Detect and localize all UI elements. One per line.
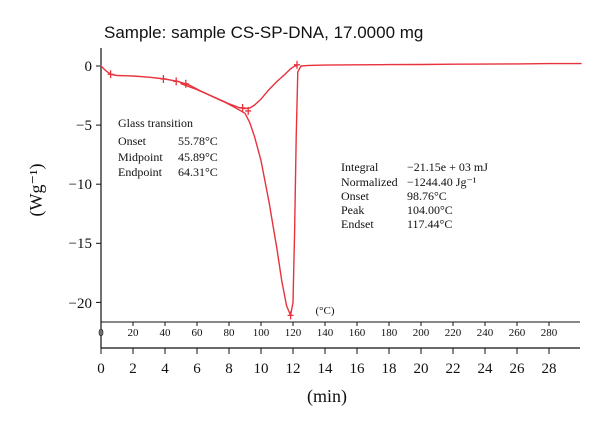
temp-tick-label: 120 xyxy=(285,327,302,339)
temp-tick-label: 160 xyxy=(349,327,366,339)
temperature-unit-label: (°C) xyxy=(315,305,334,317)
temp-tick-label: 80 xyxy=(224,327,236,339)
curve-marker xyxy=(182,79,189,88)
temp-tick-label: 260 xyxy=(509,327,526,339)
curve-marker xyxy=(294,60,300,69)
glass-onset-label: Onset xyxy=(118,134,147,148)
curve-marker xyxy=(245,106,252,115)
x-tick-label: 28 xyxy=(542,361,557,377)
normalized-label: Normalized xyxy=(341,175,398,189)
dsc-curve-2 xyxy=(180,65,297,110)
x-tick-label: 14 xyxy=(318,361,334,377)
curve-marker xyxy=(107,70,114,79)
y-tick-label: −10 xyxy=(69,177,92,193)
peak-info-annotation: Integral −21.15e + 03 mJ Normalized −124… xyxy=(341,160,488,231)
y-tick-label: −20 xyxy=(69,296,92,312)
temp-tick-label: 140 xyxy=(317,327,334,339)
glass-transition-heading: Glass transition xyxy=(118,116,193,130)
glass-endpoint-label: Endpoint xyxy=(118,165,163,179)
axis-ticks-layer xyxy=(96,65,550,354)
y-tick-label: 0 xyxy=(85,59,93,75)
endset-label: Endset xyxy=(341,217,374,231)
peak-onset-label: Onset xyxy=(341,189,370,203)
markers-layer xyxy=(107,60,300,320)
temp-tick-label: 100 xyxy=(253,327,270,339)
x-tick-label: 18 xyxy=(382,361,397,377)
glass-onset-value: 55.78°C xyxy=(178,134,218,148)
y-axis-label: (Wg⁻¹) xyxy=(26,164,47,217)
temp-tick-label: 220 xyxy=(445,327,462,339)
y-tick-label: −15 xyxy=(69,236,92,252)
x-axis-label: (min) xyxy=(307,386,347,407)
x-tick-label: 8 xyxy=(225,361,233,377)
y-tick-label: −5 xyxy=(76,118,92,134)
temp-tick-label: 240 xyxy=(477,327,494,339)
x-tick-label: 2 xyxy=(129,361,137,377)
x-tick-label: 16 xyxy=(350,361,366,377)
x-tick-label: 26 xyxy=(510,361,526,377)
peak-value: 104.00°C xyxy=(407,203,453,217)
peak-label: Peak xyxy=(341,203,364,217)
glass-midpoint-label: Midpoint xyxy=(118,150,163,164)
temp-tick-label: 200 xyxy=(413,327,430,339)
curve-marker xyxy=(160,75,167,84)
x-tick-label: 6 xyxy=(193,361,201,377)
x-tick-label: 0 xyxy=(97,361,105,377)
glass-endpoint-value: 64.31°C xyxy=(178,165,218,179)
integral-label: Integral xyxy=(341,160,379,174)
normalized-value: −1244.40 Jg⁻¹ xyxy=(407,175,477,189)
x-tick-label: 24 xyxy=(478,361,494,377)
peak-onset-value: 98.76°C xyxy=(407,189,447,203)
x-tick-label: 12 xyxy=(286,361,301,377)
curve-marker xyxy=(287,311,294,320)
temp-tick-label: 0 xyxy=(98,327,104,339)
x-tick-label: 4 xyxy=(161,361,169,377)
temp-tick-label: 180 xyxy=(381,327,398,339)
endset-value: 117.44°C xyxy=(407,217,452,231)
glass-transition-annotation: Glass transition Onset 55.78°C Midpoint … xyxy=(118,116,218,179)
temp-tick-label: 60 xyxy=(192,327,204,339)
curve-marker xyxy=(239,103,246,112)
x-tick-label: 22 xyxy=(446,361,461,377)
chart-title: Sample: sample CS-SP-DNA, 17.0000 mg xyxy=(104,23,423,42)
integral-value: −21.15e + 03 mJ xyxy=(407,160,488,174)
curve-marker xyxy=(173,77,180,86)
temp-tick-label: 20 xyxy=(128,327,140,339)
x-tick-label: 20 xyxy=(414,361,429,377)
temp-tick-label: 280 xyxy=(541,327,558,339)
glass-midpoint-value: 45.89°C xyxy=(178,150,218,164)
x-tick-label: 10 xyxy=(254,361,269,377)
temp-tick-label: 40 xyxy=(160,327,172,339)
